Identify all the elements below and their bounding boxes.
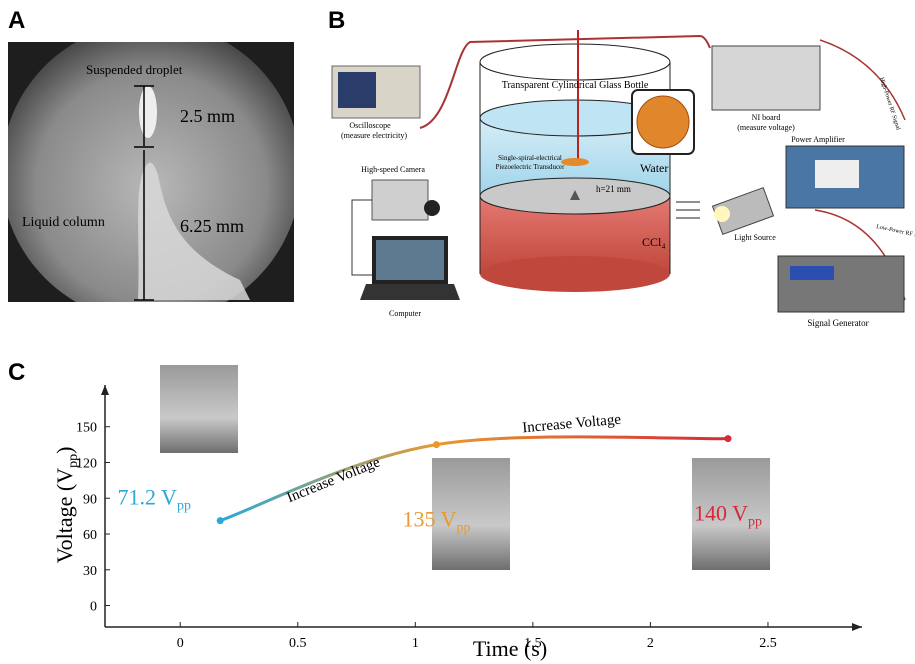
y-tick-label: 30: [83, 564, 97, 579]
data-label-sub: pp: [177, 499, 191, 514]
bottle-bottom: [480, 256, 670, 292]
bottle-top: [480, 44, 670, 80]
generator-display: [790, 266, 834, 280]
camera-lens: [424, 200, 440, 216]
label: (measure electricity): [341, 131, 407, 140]
transducer: [561, 158, 589, 166]
label: Computer: [389, 309, 421, 318]
oscilloscope-screen: [338, 72, 376, 108]
label: Low-Power RF Signal: [876, 224, 915, 241]
annotation: 6.25 mm: [180, 216, 244, 236]
label: Signal Generator: [807, 318, 868, 328]
y-axis-title-text: Voltage (V: [52, 468, 77, 564]
data-label-value: 71.2 V: [117, 485, 177, 510]
data-label: 71.2 Vpp: [117, 485, 191, 514]
label: Light Source: [734, 233, 776, 242]
point: [724, 435, 731, 442]
signal-generator-icon: [778, 256, 904, 312]
panel-b: Oscilloscope (measure electricity) High-…: [332, 30, 915, 328]
label: Piezoelectric Transducer: [495, 163, 565, 171]
droplet: [139, 86, 157, 138]
y-tick-label: 120: [76, 456, 97, 471]
label: Oscilloscope: [349, 121, 391, 130]
y-tick-label: 90: [83, 492, 97, 507]
annotation: Liquid column: [22, 215, 105, 230]
amplifier-meter: [815, 160, 859, 188]
label: h=21 mm: [596, 184, 631, 194]
x-tick-label: 1: [412, 636, 419, 651]
figure: A B C Suspended droplet 2.5 mm Liquid co…: [0, 0, 915, 664]
panel-label: B: [328, 7, 345, 34]
data-label-sub: pp: [748, 515, 762, 530]
x-tick-label: 0.5: [289, 636, 307, 651]
y-axis-arrow: [101, 385, 109, 395]
light: [714, 206, 730, 222]
inset-photo: [160, 365, 238, 453]
keyboard: [360, 284, 460, 300]
x-tick-label: 1.5: [524, 636, 542, 651]
data-label-value: 140 V: [694, 501, 748, 526]
annotation: 2.5 mm: [180, 106, 235, 126]
label: CCl₄: [642, 235, 666, 249]
y-tick-label: 150: [76, 421, 97, 436]
label: High-speed Camera: [361, 165, 425, 174]
light-arrows: [676, 202, 700, 218]
label: Transparent Cylindrical Glass Bottle: [502, 80, 649, 91]
label: Power Amplifier: [791, 135, 845, 144]
panel-label: A: [8, 7, 25, 34]
panel-a: Suspended droplet 2.5 mm Liquid column 6…: [1, 22, 301, 322]
data-label-value: 135 V: [402, 507, 456, 532]
label: (measure voltage): [737, 123, 795, 132]
x-tick-label: 2.5: [759, 636, 777, 651]
annotation: Increase Voltage: [522, 412, 622, 437]
panel-label: C: [8, 359, 25, 386]
x-tick-label: 0: [177, 636, 184, 651]
x-axis-arrow: [852, 623, 862, 631]
annotation: Increase Voltage: [285, 454, 383, 506]
label: Water: [640, 161, 668, 175]
point: [433, 441, 440, 448]
camera-icon: [372, 180, 428, 220]
annotation: Suspended droplet: [86, 62, 183, 77]
y-tick-label: 60: [83, 528, 97, 543]
ni-board-icon: [712, 46, 820, 110]
computer-screen: [376, 240, 444, 280]
transducer-zoom: [637, 96, 689, 148]
label: NI board: [752, 113, 781, 122]
y-tick-label: 0: [90, 600, 97, 615]
cable: [352, 200, 372, 275]
y-axis-title-end: ): [52, 447, 77, 454]
x-tick-label: 2: [647, 636, 654, 651]
label: Single-spiral-electrical: [498, 154, 562, 162]
data-label-sub: pp: [456, 521, 470, 536]
point: [217, 517, 224, 524]
